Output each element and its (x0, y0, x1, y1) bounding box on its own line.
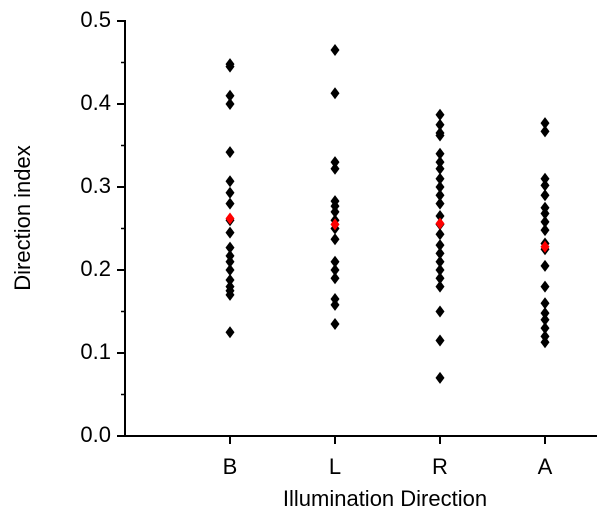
point (540, 117, 550, 130)
point (330, 87, 340, 100)
point (540, 297, 550, 310)
mean-point (330, 218, 340, 231)
point (330, 44, 340, 57)
point (225, 326, 235, 339)
point (225, 264, 235, 276)
point (225, 255, 235, 268)
point (540, 307, 550, 320)
point (435, 272, 445, 285)
point (435, 162, 445, 175)
point (540, 215, 550, 228)
point (540, 224, 550, 237)
point (225, 197, 235, 210)
point (330, 255, 340, 268)
point (540, 125, 550, 138)
point (225, 89, 235, 102)
y-tick-label: 0.1 (80, 339, 111, 364)
mean-point (540, 240, 550, 253)
point (330, 264, 340, 276)
point (540, 313, 550, 326)
y-tick-label: 0.3 (80, 173, 111, 198)
point (225, 241, 235, 254)
point (435, 129, 445, 142)
point (435, 247, 445, 260)
point (435, 108, 445, 121)
x-tick-label: B (223, 454, 238, 479)
point (435, 172, 445, 185)
point (435, 197, 445, 210)
point (330, 272, 340, 285)
point (435, 371, 445, 384)
y-tick-label: 0.5 (80, 7, 111, 32)
point (435, 118, 445, 131)
point (225, 175, 235, 188)
point (330, 205, 340, 218)
point (435, 147, 445, 160)
point (330, 233, 340, 246)
point (225, 288, 235, 301)
point (540, 280, 550, 293)
point (435, 228, 445, 241)
point (330, 317, 340, 330)
point (435, 210, 445, 223)
point (225, 273, 235, 286)
y-tick-label: 0.4 (80, 90, 111, 115)
point (540, 259, 550, 272)
point (330, 298, 340, 311)
point (435, 264, 445, 276)
point (435, 189, 445, 202)
point (330, 156, 340, 169)
point (540, 336, 550, 349)
point (435, 280, 445, 293)
point (225, 98, 235, 110)
y-axis-title: Direction index (10, 145, 35, 291)
x-tick-label: L (329, 454, 341, 479)
point (540, 179, 550, 192)
y-tick-label: 0.0 (80, 422, 111, 447)
point (540, 189, 550, 202)
point (225, 60, 235, 73)
y-tick-label: 0.2 (80, 256, 111, 281)
point (435, 156, 445, 169)
point (540, 322, 550, 335)
point (435, 255, 445, 268)
x-axis-title: Illumination Direction (283, 486, 487, 511)
point (540, 207, 550, 220)
point (435, 181, 445, 193)
mean-point (435, 217, 445, 230)
point (435, 305, 445, 318)
point (540, 172, 550, 185)
x-tick-label: R (432, 454, 448, 479)
point (225, 186, 235, 199)
point (330, 162, 340, 175)
point (435, 239, 445, 252)
point (435, 334, 445, 347)
x-tick-label: A (538, 454, 553, 479)
point (225, 146, 235, 159)
point (225, 226, 235, 239)
mean-point (225, 212, 235, 225)
